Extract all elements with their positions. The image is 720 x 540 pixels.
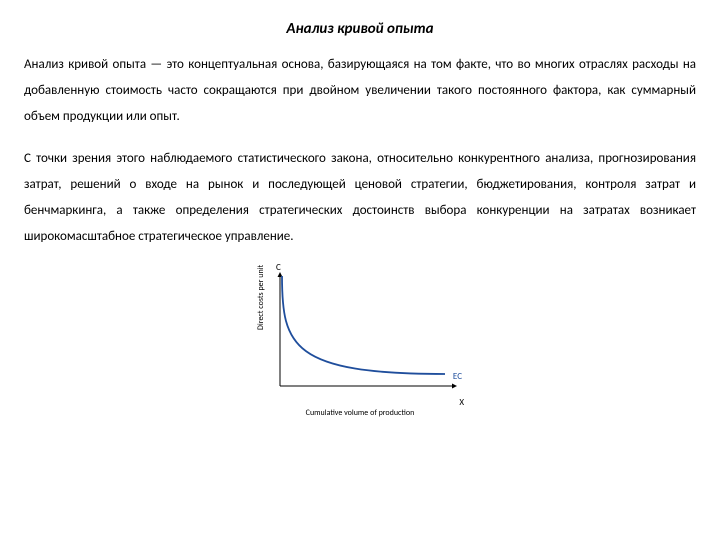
- chart-container: C X EC Direct costs per unit Cumulative …: [24, 266, 696, 416]
- chart-svg: [260, 266, 460, 398]
- y-top-label: C: [276, 262, 281, 273]
- y-axis-label: Direct costs per unit: [256, 265, 266, 330]
- paragraph-2: С точки зрения этого наблюдаемого статис…: [24, 146, 696, 250]
- x-axis-label: Cumulative volume of production: [306, 408, 415, 418]
- x-right-label: X: [459, 397, 464, 408]
- paragraph-1: Анализ кривой опыта — это концептуальная…: [24, 52, 696, 130]
- page-title: Анализ кривой опыта: [24, 20, 696, 38]
- curve-label: EC: [453, 371, 462, 382]
- experience-curve-chart: C X EC Direct costs per unit Cumulative …: [260, 266, 460, 416]
